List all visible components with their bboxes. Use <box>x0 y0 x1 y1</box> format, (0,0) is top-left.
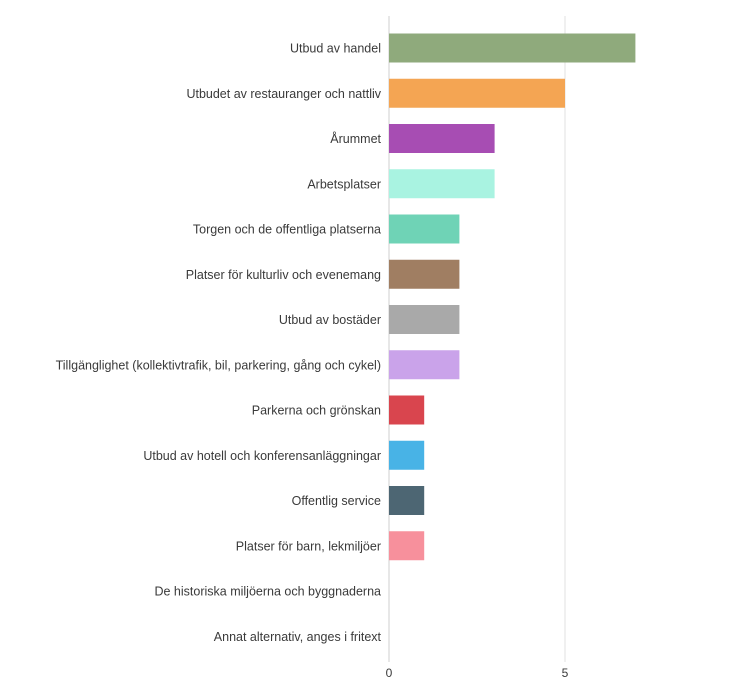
category-label: De historiska miljöerna och byggnaderna <box>154 585 381 599</box>
category-label: Utbudet av restauranger och nattliv <box>186 87 381 101</box>
category-labels: Utbud av handel Utbudet av restauranger o… <box>56 42 382 644</box>
bar[interactable] <box>389 169 495 199</box>
category-label: Torgen och de offentliga platserna <box>193 223 381 237</box>
category-label: Annat alternativ, anges i fritext <box>214 630 382 644</box>
bar[interactable] <box>389 259 460 289</box>
category-label: Parkerna och grönskan <box>252 404 381 418</box>
x-tick-label: 0 <box>386 666 393 677</box>
x-tick-label: 5 <box>562 666 569 677</box>
bars <box>389 33 636 561</box>
category-label: Offentlig service <box>292 494 381 508</box>
bar[interactable] <box>389 78 565 108</box>
category-label: Tillgänglighet (kollektivtrafik, bil, pa… <box>56 358 381 372</box>
bar[interactable] <box>389 350 460 380</box>
bar[interactable] <box>389 531 425 561</box>
grid-lines <box>388 16 566 662</box>
category-label: Arbetsplatser <box>307 177 381 191</box>
bar[interactable] <box>389 395 425 425</box>
bar[interactable] <box>389 33 636 63</box>
bar[interactable] <box>389 486 425 515</box>
bar[interactable] <box>389 305 460 334</box>
bar[interactable] <box>389 124 495 153</box>
category-label: Årummet <box>330 131 381 146</box>
category-label: Platser för barn, lekmiljöer <box>236 539 381 553</box>
bar[interactable] <box>389 440 425 470</box>
category-label: Platser för kulturliv och evenemang <box>186 268 381 282</box>
category-label: Utbud av bostäder <box>279 313 381 327</box>
bar[interactable] <box>389 214 460 244</box>
category-label: Utbud av handel <box>290 42 381 56</box>
category-label: Utbud av hotell och konferensanläggninga… <box>143 449 381 463</box>
